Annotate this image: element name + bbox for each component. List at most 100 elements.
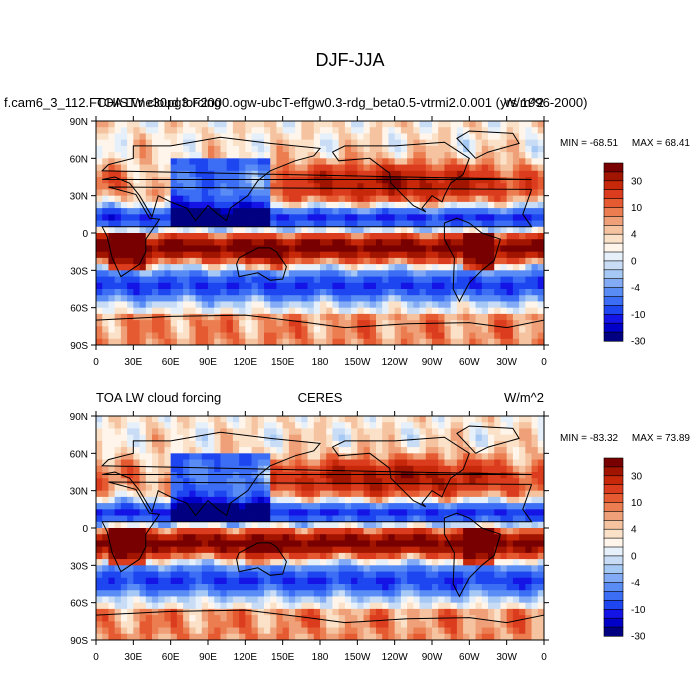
- field-cell: [394, 559, 402, 566]
- field-cell: [357, 434, 364, 442]
- field-cell: [102, 251, 109, 259]
- field-cell: [96, 270, 103, 277]
- field-cell: [506, 313, 514, 321]
- field-cell: [220, 332, 228, 340]
- field-cell: [276, 195, 284, 203]
- field-cell: [114, 239, 122, 246]
- field-cell: [425, 459, 433, 467]
- field-cell: [245, 534, 252, 541]
- field-cell: [152, 338, 159, 345]
- field-cell: [500, 459, 508, 467]
- field-cell: [344, 239, 352, 246]
- field-cell: [282, 183, 290, 190]
- field-cell: [463, 478, 470, 485]
- field-cell: [226, 596, 234, 604]
- field-cell: [195, 295, 203, 302]
- field-cell: [176, 239, 184, 246]
- field-cell: [232, 158, 240, 165]
- field-cell: [475, 459, 483, 467]
- field-cell: [307, 245, 315, 253]
- field-cell: [506, 332, 514, 340]
- field-cell: [400, 472, 408, 479]
- field-cell: [245, 559, 252, 566]
- field-cell: [419, 496, 427, 504]
- field-cell: [270, 428, 277, 436]
- field-cell: [108, 145, 116, 153]
- field-cell: [388, 245, 396, 253]
- field-cell: [245, 540, 252, 548]
- field-cell: [382, 121, 389, 128]
- field-cell: [506, 239, 514, 246]
- field-cell: [251, 257, 259, 265]
- field-cell: [413, 170, 420, 178]
- field-cell: [301, 540, 308, 548]
- field-cell: [102, 233, 109, 240]
- field-cell: [506, 528, 514, 535]
- field-cell: [400, 121, 408, 128]
- field-cell: [432, 145, 439, 153]
- field-cell: [388, 276, 396, 284]
- field-cell: [400, 289, 408, 296]
- field-cell: [444, 478, 452, 485]
- field-cell: [282, 332, 290, 340]
- field-cell: [226, 459, 234, 467]
- field-cell: [282, 133, 290, 141]
- field-cell: [307, 121, 315, 128]
- field-cell: [369, 571, 377, 579]
- field-cell: [139, 301, 147, 309]
- field-cell: [170, 251, 178, 259]
- field-cell: [214, 170, 221, 178]
- field-cell: [531, 465, 539, 473]
- field-cell: [264, 208, 271, 215]
- field-cell: [525, 440, 532, 448]
- field-cell: [537, 602, 544, 610]
- field-cell: [295, 152, 302, 159]
- field-cell: [120, 245, 128, 253]
- field-cell: [506, 521, 514, 529]
- field-cell: [220, 139, 228, 147]
- field-cell: [220, 608, 228, 616]
- field-cell: [214, 584, 221, 591]
- field-cell: [438, 332, 445, 340]
- field-cell: [189, 577, 196, 585]
- field-cell: [357, 602, 364, 610]
- field-cell: [208, 226, 215, 234]
- field-cell: [120, 239, 128, 246]
- field-cell: [152, 577, 159, 585]
- field-cell: [500, 338, 508, 345]
- field-cell: [488, 422, 495, 429]
- field-cell: [500, 528, 508, 535]
- field-cell: [419, 459, 427, 467]
- field-cell: [456, 158, 464, 165]
- field-cell: [382, 422, 389, 429]
- field-cell: [456, 183, 464, 190]
- field-cell: [469, 546, 476, 554]
- field-cell: [463, 546, 470, 554]
- field-cell: [145, 295, 153, 302]
- field-cell: [537, 540, 544, 548]
- field-cell: [133, 326, 140, 333]
- field-cell: [475, 546, 483, 554]
- field-cell: [145, 440, 153, 448]
- field-cell: [469, 596, 476, 604]
- field-cell: [232, 152, 240, 159]
- field-cell: [326, 602, 333, 610]
- field-cell: [382, 503, 389, 510]
- field-cell: [400, 484, 408, 492]
- field-cell: [133, 201, 140, 209]
- field-cell: [208, 152, 215, 159]
- field-cell: [388, 565, 396, 572]
- field-cell: [481, 276, 489, 284]
- field-cell: [288, 546, 296, 554]
- field-cell: [394, 428, 402, 436]
- field-cell: [456, 546, 464, 554]
- field-cell: [133, 465, 140, 473]
- field-cell: [152, 459, 159, 467]
- field-cell: [388, 177, 396, 184]
- field-cell: [176, 189, 184, 197]
- field-cell: [208, 565, 215, 572]
- field-cell: [127, 584, 134, 591]
- field-cell: [257, 552, 265, 560]
- field-cell: [214, 195, 221, 203]
- field-cell: [388, 233, 396, 240]
